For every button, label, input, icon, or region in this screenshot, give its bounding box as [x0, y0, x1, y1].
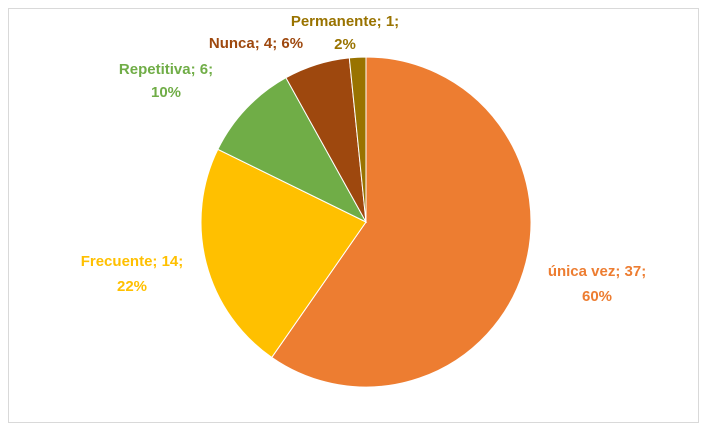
pie-slice: Repetitiva [217, 77, 368, 224]
data-label: Nunca; 4; 6% [209, 35, 303, 52]
pie-slice: Frecuente [200, 148, 367, 359]
data-label: 2% [334, 36, 356, 53]
pie-slice: única vez [271, 56, 532, 388]
data-label: Frecuente; 14; [81, 253, 184, 270]
data-label: única vez; 37; [548, 263, 646, 280]
data-label: Permanente; 1; [291, 13, 399, 30]
data-label: Repetitiva; 6; [119, 61, 213, 78]
data-label: 22% [117, 278, 147, 295]
data-label: 60% [582, 288, 612, 305]
data-label: 10% [151, 84, 181, 101]
pie-slice: Permanente [348, 56, 367, 223]
